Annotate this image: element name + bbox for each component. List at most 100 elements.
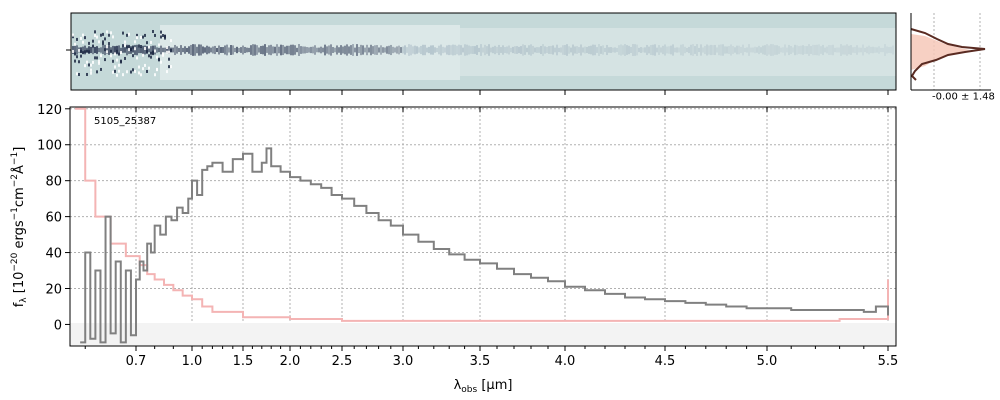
spectrum-2d-noise <box>118 69 120 73</box>
spectrum-2d-column <box>422 44 424 56</box>
spectrum-2d-column <box>400 47 402 53</box>
spectrum-2d-column <box>518 46 520 54</box>
spectrum-2d-column <box>390 44 392 56</box>
spectrum-2d-column <box>854 46 856 54</box>
spectrum-2d-column <box>498 44 500 56</box>
spectrum-2d-column <box>310 46 312 54</box>
spectrum-2d-column <box>466 44 468 56</box>
spectrum-2d-noise <box>96 56 98 60</box>
spectrum-2d-noise <box>98 61 100 65</box>
spectrum-2d-column <box>232 45 234 55</box>
spectrum-2d-column <box>202 46 204 54</box>
spectrum-2d-noise <box>158 58 160 62</box>
spectrum-2d-column <box>832 44 834 56</box>
spectrum-2d-column <box>256 45 258 55</box>
x-tick-label: 2.5 <box>332 354 353 369</box>
spectrum-2d-column <box>234 47 236 53</box>
spectrum-2d-column <box>546 47 548 53</box>
spectrum-2d-column <box>412 46 414 54</box>
spectrum-2d-column <box>640 47 642 53</box>
spectrum-2d-noise <box>128 48 130 52</box>
spectrum-2d-column <box>614 47 616 53</box>
spectrum-2d-column <box>726 46 728 54</box>
spectrum-2d-column <box>302 46 304 54</box>
spectrum-2d-column <box>638 47 640 53</box>
spectrum-2d-noise <box>80 54 82 58</box>
spectrum-2d-noise <box>134 69 136 73</box>
spectrum-2d-noise <box>100 54 102 58</box>
spectrum-2d-noise <box>132 54 134 58</box>
spectrum-2d-noise <box>118 52 120 56</box>
spectrum-2d-column <box>360 44 362 56</box>
spectrum-2d-column <box>480 44 482 56</box>
spectrum-2d-column <box>436 47 438 53</box>
spectrum-2d-column <box>554 47 556 53</box>
spectrum-2d-column <box>692 44 694 56</box>
spectrum-2d-column <box>516 46 518 54</box>
spectrum-2d-column <box>230 45 232 55</box>
spectrum-2d-column <box>822 44 824 56</box>
spectrum-2d-column <box>268 45 270 55</box>
spectrum-2d-column <box>168 46 170 54</box>
spectrum-2d-column <box>844 45 846 55</box>
spectrum-2d-noise <box>74 59 76 63</box>
spectrum-2d-column <box>82 46 84 54</box>
spectrum-2d-column <box>682 44 684 56</box>
spectrum-2d-column <box>496 46 498 54</box>
spectrum-2d-noise <box>140 45 142 49</box>
spectrum-2d-column <box>890 46 892 54</box>
spectrum-2d-column <box>262 45 264 55</box>
spectrum-2d-column <box>120 47 122 53</box>
spectrum-2d-column <box>140 46 142 54</box>
spectrum-2d-column <box>464 44 466 56</box>
spectrum-2d-column <box>374 45 376 55</box>
spectrum-2d-column <box>158 47 160 53</box>
spectrum-2d-column <box>318 47 320 53</box>
spectrum-2d-column <box>886 46 888 54</box>
spectrum-2d-column <box>678 47 680 53</box>
spectrum-2d-column <box>278 46 280 54</box>
spectrum-2d-noise <box>160 60 162 64</box>
x-tick-label: 3.0 <box>393 354 414 369</box>
spectrum-2d-noise <box>106 30 108 34</box>
y-axis-title: fλ [10−20 ergs−1cm−2Å−1] <box>10 147 29 308</box>
spectrum-2d-column <box>314 45 316 55</box>
spectrum-2d-column <box>270 44 272 56</box>
spectrum-2d-noise <box>116 73 118 77</box>
spectrum-2d-column <box>598 44 600 56</box>
spectrum-2d-column <box>558 47 560 53</box>
spectrum-2d-noise <box>98 40 100 44</box>
spectrum-2d-column <box>258 47 260 53</box>
spectrum-2d-column <box>772 44 774 56</box>
spectrum-2d-column <box>584 46 586 54</box>
spectrum-2d-column <box>432 45 434 55</box>
spectrum-2d-column <box>648 46 650 54</box>
spectrum-2d-noise <box>130 70 132 74</box>
spectrum-2d-noise <box>144 33 146 37</box>
spectrum-2d-noise <box>106 50 108 54</box>
spectrum-2d-column <box>574 46 576 54</box>
spectrum-2d-noise <box>124 43 126 47</box>
spectrum-2d-column <box>500 47 502 53</box>
spectrum-2d-noise <box>144 47 146 50</box>
spectrum-2d-column <box>100 47 102 53</box>
spectrum-2d-noise <box>126 70 128 74</box>
spectrum-2d-column <box>798 46 800 54</box>
spectrum-2d-column <box>448 44 450 56</box>
spectrum-2d-noise <box>96 35 98 39</box>
spectrum-2d-column <box>568 46 570 54</box>
spectrum-2d-noise <box>116 58 118 62</box>
spectrum-2d-column <box>454 44 456 56</box>
spectrum-2d-column <box>330 44 332 56</box>
spectrum-2d-column <box>714 44 716 56</box>
spectrum-2d-column <box>368 47 370 53</box>
spectrum-2d-column <box>166 46 168 54</box>
spectrum-2d-column <box>96 46 98 54</box>
spectrum-2d-noise <box>166 70 168 74</box>
spectrum-2d-column <box>462 47 464 53</box>
spectrum-2d-noise <box>80 50 82 54</box>
spectrum-2d-column <box>536 47 538 53</box>
spectrum-2d-column <box>700 44 702 56</box>
spectrum-2d-column <box>490 47 492 53</box>
